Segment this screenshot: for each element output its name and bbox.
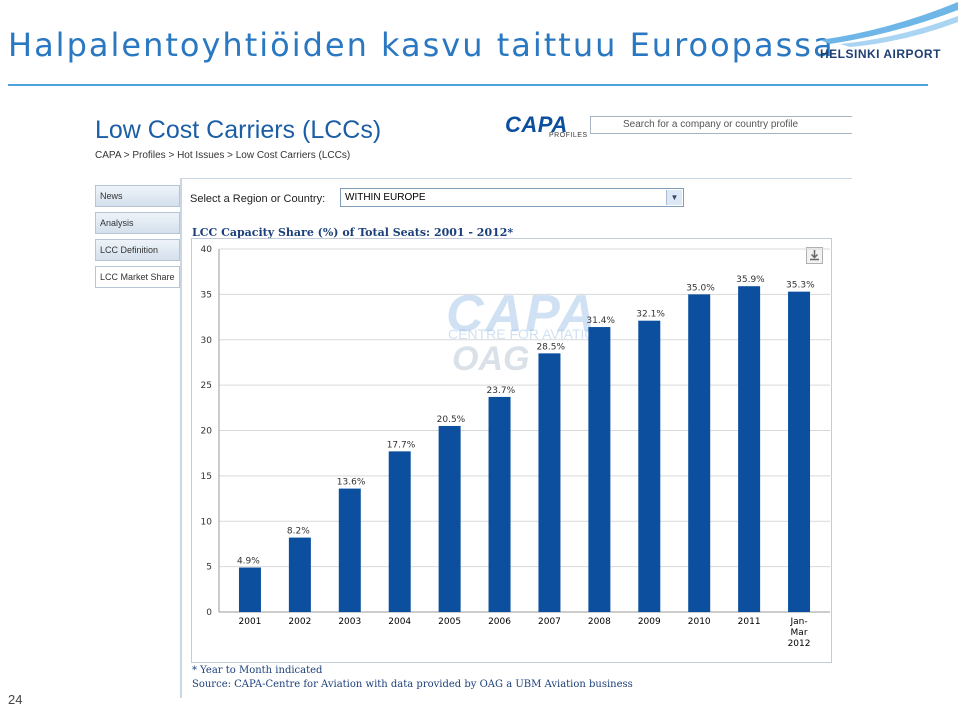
y-tick-label: 30 <box>201 336 213 346</box>
bar <box>288 537 311 612</box>
bar <box>638 320 661 612</box>
y-tick-label: 5 <box>206 563 212 573</box>
data-label: 17.7% <box>387 440 416 450</box>
region-select-label: Select a Region or Country: <box>190 193 326 205</box>
title-divider <box>8 84 928 86</box>
x-tick-label: 2007 <box>538 617 561 627</box>
slide-title: Halpalentoyhtiöiden kasvu taittuu Euroop… <box>8 26 835 64</box>
data-label: 35.0% <box>686 283 715 293</box>
footnote-note: * Year to Month indicated <box>192 665 323 676</box>
data-label: 23.7% <box>487 386 516 396</box>
y-tick-label: 10 <box>201 517 213 527</box>
breadcrumb[interactable]: CAPA > Profiles > Hot Issues > Low Cost … <box>95 150 351 161</box>
page-heading: Low Cost Carriers (LCCs) <box>95 116 382 144</box>
y-tick-label: 0 <box>206 608 212 618</box>
x-tick-label: 2001 <box>239 617 262 627</box>
y-tick-label: 35 <box>201 290 212 300</box>
x-tick-label: 2008 <box>588 617 611 627</box>
sidebar-divider <box>180 178 182 698</box>
bar <box>338 488 361 612</box>
x-tick-label: 2002 <box>288 617 311 627</box>
y-tick-label: 25 <box>201 381 212 391</box>
data-label: 35.3% <box>786 281 815 291</box>
bar <box>788 291 811 612</box>
page-number: 24 <box>8 692 23 707</box>
region-select[interactable]: WITHIN EUROPE ▼ <box>340 188 684 207</box>
content-top-divider <box>181 178 852 179</box>
x-tick-label: 2004 <box>388 617 411 627</box>
data-label: 4.9% <box>237 557 260 567</box>
chart-title: LCC Capacity Share (%) of Total Seats: 2… <box>192 226 514 239</box>
data-label: 32.1% <box>636 310 665 320</box>
x-tick-label: 2003 <box>338 617 361 627</box>
y-tick-label: 15 <box>201 472 212 482</box>
helsinki-airport-logo: HELSINKI AIRPORT <box>790 0 960 76</box>
data-label: 31.4% <box>586 316 615 326</box>
region-select-value: WITHIN EUROPE <box>345 192 426 203</box>
search-input[interactable]: Search for a company or country profile <box>590 116 852 134</box>
logo-text: HELSINKI AIRPORT <box>820 47 941 61</box>
y-tick-label: 40 <box>201 245 213 255</box>
sidebar-item-lcc-market-share[interactable]: LCC Market Share <box>95 266 180 288</box>
bar <box>238 567 261 612</box>
sidebar-item-news[interactable]: News <box>95 185 180 207</box>
sidebar-item-lcc-definition[interactable]: LCC Definition <box>95 239 180 261</box>
x-tick-label: 2009 <box>638 617 661 627</box>
x-tick-label: Jan-Mar 2012 <box>788 617 811 649</box>
x-tick-label: 2011 <box>738 617 761 627</box>
bar <box>438 425 461 612</box>
x-tick-label: 2005 <box>438 617 461 627</box>
capa-brand-logo[interactable]: CAPA <box>505 112 568 137</box>
data-label: 20.5% <box>437 415 466 425</box>
sidebar-item-analysis[interactable]: Analysis <box>95 212 180 234</box>
bar <box>688 294 711 612</box>
airplane-wing-icon <box>820 2 958 47</box>
data-label: 35.9% <box>736 275 765 285</box>
bar <box>588 327 611 612</box>
plot-frame <box>191 238 832 663</box>
data-label: 28.5% <box>536 342 565 352</box>
data-label: 8.2% <box>287 527 310 537</box>
x-tick-label: 2006 <box>488 617 511 627</box>
chevron-down-icon[interactable]: ▼ <box>666 190 682 205</box>
watermark-sub: CENTRE FOR AVIATION <box>448 326 606 342</box>
bar <box>538 353 561 612</box>
y-tick-label: 20 <box>201 427 213 437</box>
x-tick-label: 2010 <box>688 617 711 627</box>
capa-brand-sub: PROFILES <box>549 132 588 139</box>
watermark-oag: OAG <box>452 340 530 378</box>
data-label: 13.6% <box>337 478 366 488</box>
download-icon[interactable] <box>806 247 823 264</box>
bar <box>488 396 511 612</box>
bar <box>738 286 761 612</box>
bar <box>388 451 411 612</box>
footnote-source: Source: CAPA-Centre for Aviation with da… <box>192 679 633 690</box>
